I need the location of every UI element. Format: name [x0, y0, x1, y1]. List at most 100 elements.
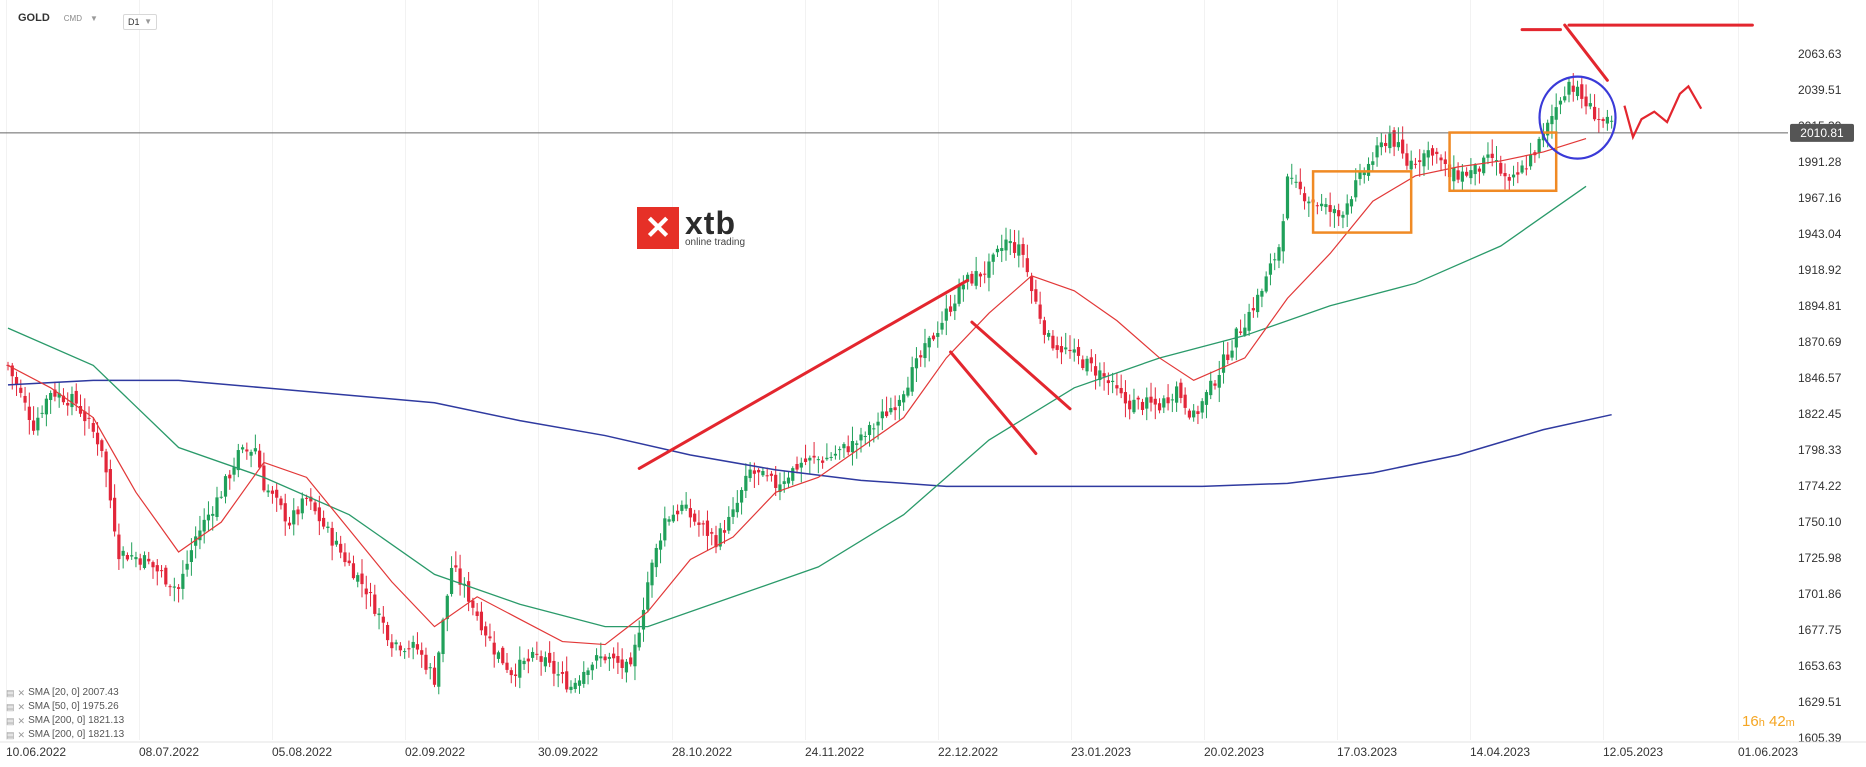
candle-body — [791, 468, 795, 481]
candle-body — [944, 308, 948, 321]
candle-body — [1597, 119, 1601, 121]
close-icon[interactable]: ✕ — [17, 716, 26, 726]
y-tick-label: 1798.33 — [1798, 443, 1842, 457]
candle-body — [356, 575, 360, 582]
candle-body — [83, 411, 87, 422]
candle-body — [876, 421, 880, 426]
candle-body — [492, 642, 496, 655]
candle-body — [966, 274, 970, 282]
candle-body — [808, 457, 812, 461]
candle-body — [1217, 375, 1221, 388]
candle-body — [987, 261, 991, 278]
candle-body — [518, 659, 522, 678]
settings-icon[interactable]: ▤ — [6, 688, 15, 698]
candle-body — [1157, 403, 1162, 411]
candle-body — [1204, 392, 1209, 405]
timeframe-value: D1 — [128, 17, 140, 27]
candle-body — [995, 248, 1000, 253]
current-price-tag: 2010.81 — [1800, 126, 1844, 140]
x-tick-label: 02.09.2022 — [405, 745, 465, 759]
close-icon[interactable]: ✕ — [17, 730, 26, 740]
settings-icon[interactable]: ▤ — [6, 702, 15, 712]
candle-body — [215, 497, 219, 518]
candle-body — [125, 554, 130, 560]
candle-body — [484, 626, 488, 636]
candle-body — [322, 517, 326, 527]
legend-row[interactable]: ▤ ✕ SMA [50, 0] 1975.26 — [6, 700, 124, 714]
candle-body — [833, 453, 838, 456]
candle-body — [249, 451, 253, 456]
candle-body — [535, 653, 539, 655]
y-tick-label: 1943.04 — [1798, 227, 1842, 241]
xtb-logo: ✕ xtb online trading — [637, 207, 745, 249]
candle-body — [1328, 205, 1332, 212]
candle-body — [838, 449, 842, 451]
candle-body — [1375, 145, 1379, 158]
candle-body — [454, 565, 458, 568]
candle-body — [168, 586, 172, 588]
candle-body — [991, 254, 995, 262]
candle-body — [420, 650, 424, 655]
candle-body — [313, 502, 317, 512]
candle-body — [1324, 204, 1328, 208]
candle-body — [326, 526, 330, 529]
candle-body — [1230, 350, 1234, 358]
candle-body — [36, 417, 40, 431]
candle-body — [1068, 349, 1072, 352]
y-tick-label: 2039.51 — [1798, 83, 1842, 97]
chevron-down-icon[interactable]: ▼ — [90, 13, 98, 23]
candle-body — [1426, 150, 1430, 158]
settings-icon[interactable]: ▤ — [6, 730, 15, 740]
candle-body — [910, 367, 914, 392]
close-icon[interactable]: ✕ — [17, 688, 26, 698]
candle-body — [633, 644, 637, 667]
x-tick-label: 23.01.2023 — [1071, 745, 1131, 759]
candle-body — [300, 498, 304, 514]
x-tick-label: 01.06.2023 — [1738, 745, 1798, 759]
candle-body — [351, 563, 356, 579]
consolidation-box-1 — [1311, 170, 1413, 234]
settings-icon[interactable]: ▤ — [6, 716, 15, 726]
y-tick-label: 1822.45 — [1798, 407, 1842, 421]
x-tick-label: 12.05.2023 — [1603, 745, 1663, 759]
candle-body — [279, 498, 283, 506]
y-tick-label: 1653.63 — [1798, 659, 1842, 673]
candle-body — [40, 412, 44, 414]
candle-body — [1516, 172, 1520, 175]
candle-body — [292, 510, 296, 525]
candle-body — [91, 423, 95, 432]
symbol-label[interactable]: GOLD — [18, 12, 50, 24]
candle-body — [948, 306, 953, 312]
legend-row[interactable]: ▤ ✕ SMA [20, 0] 2007.43 — [6, 686, 124, 700]
y-tick-label: 1774.22 — [1798, 479, 1842, 493]
close-icon[interactable]: ✕ — [17, 702, 26, 712]
candle-body — [245, 449, 249, 452]
candle-body — [1149, 396, 1153, 403]
candle-body — [1490, 153, 1494, 159]
candle-body — [710, 532, 714, 534]
candle-body — [78, 406, 83, 414]
x-tick-label: 30.09.2022 — [538, 745, 598, 759]
candle-body — [1405, 153, 1409, 166]
candle-body — [1439, 157, 1443, 161]
legend-row[interactable]: ▤ ✕ SMA [200, 0] 1821.13 — [6, 728, 124, 742]
legend-row[interactable]: ▤ ✕ SMA [200, 0] 1821.13 — [6, 714, 124, 728]
candle-body — [526, 658, 530, 662]
candle-body — [1418, 160, 1422, 163]
candle-body — [14, 377, 19, 384]
candle-body — [940, 322, 944, 330]
candle-body — [671, 514, 675, 522]
candle-body — [1580, 84, 1584, 99]
candle-body — [66, 402, 70, 406]
timeframe-select[interactable]: D1 ▼ — [123, 14, 157, 30]
x-tick-label: 24.11.2022 — [805, 745, 864, 759]
consolidation-box-2 — [1448, 131, 1558, 193]
timer-hours-unit: h — [1758, 717, 1765, 729]
candle-body — [1422, 153, 1426, 167]
candle-body — [684, 504, 688, 509]
candle-body — [151, 562, 155, 568]
candle-body — [488, 636, 492, 639]
candle-body — [1119, 387, 1123, 394]
candle-body — [786, 477, 791, 484]
